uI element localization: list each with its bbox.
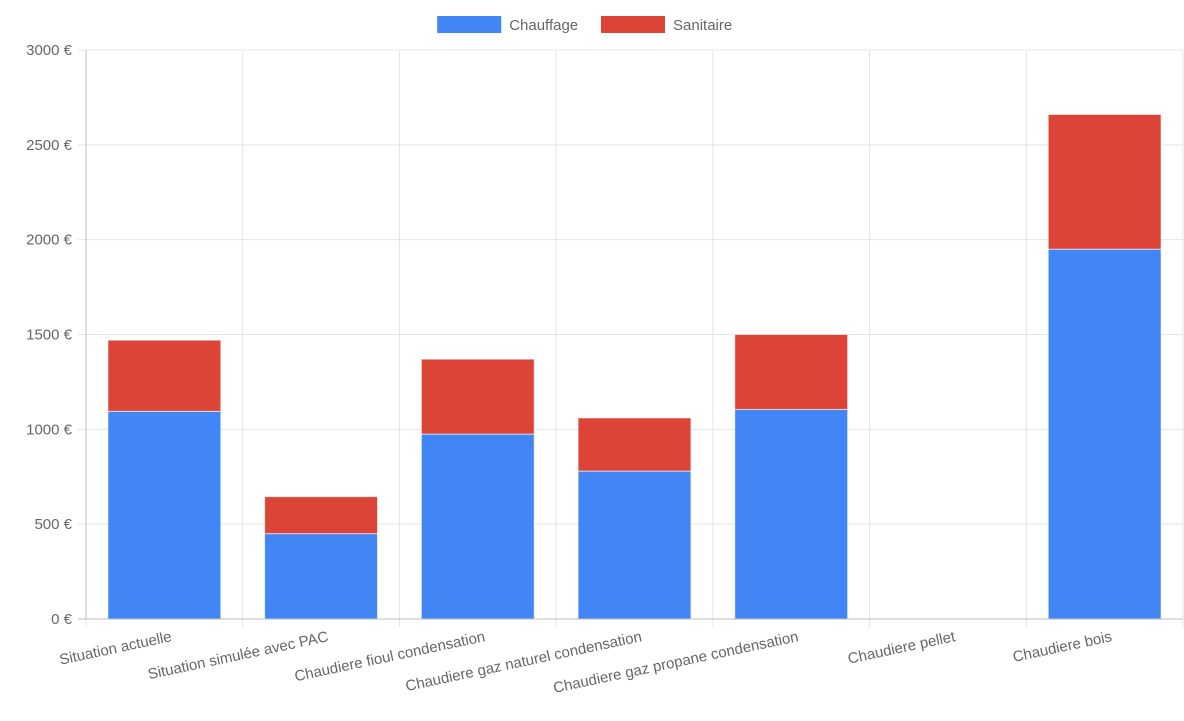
bar-chauffage[interactable]	[420, 433, 535, 620]
bar-sanitaire[interactable]	[1047, 113, 1162, 250]
y-tick-label: 1500 €	[26, 327, 73, 344]
bar-chauffage[interactable]	[264, 533, 378, 620]
y-tick-label: 0 €	[51, 611, 73, 628]
bar-chauffage[interactable]	[1047, 248, 1162, 620]
x-category-label: Situation actuelle	[58, 628, 173, 668]
grid-layer	[78, 49, 1184, 627]
bar-sanitaire[interactable]	[734, 334, 849, 410]
y-tick-label: 2000 €	[26, 232, 73, 249]
legend-swatch-sanitaire[interactable]	[601, 16, 665, 33]
y-tick-label: 1000 €	[26, 421, 73, 438]
bar-chauffage[interactable]	[107, 410, 222, 620]
bar-sanitaire[interactable]	[107, 339, 222, 412]
legend-swatch-chauffage[interactable]	[437, 16, 502, 33]
bar-sanitaire[interactable]	[577, 417, 692, 472]
y-tick-label: 500 €	[34, 516, 72, 533]
legend-label-sanitaire[interactable]: Sanitaire	[673, 17, 732, 34]
bars-layer	[107, 113, 1162, 620]
legend-label-chauffage[interactable]: Chauffage	[509, 17, 578, 34]
x-category-label: Chaudiere pellet	[846, 628, 957, 668]
bar-chauffage[interactable]	[577, 470, 692, 620]
x-category-label: Chaudiere bois	[1011, 628, 1113, 666]
y-tick-label: 3000 €	[26, 42, 73, 59]
legend[interactable]: Chauffage Sanitaire	[437, 16, 732, 34]
bar-chauffage[interactable]	[734, 408, 849, 620]
bar-sanitaire[interactable]	[264, 496, 378, 535]
y-tick-label: 2500 €	[26, 137, 73, 154]
bar-sanitaire[interactable]	[420, 358, 535, 435]
